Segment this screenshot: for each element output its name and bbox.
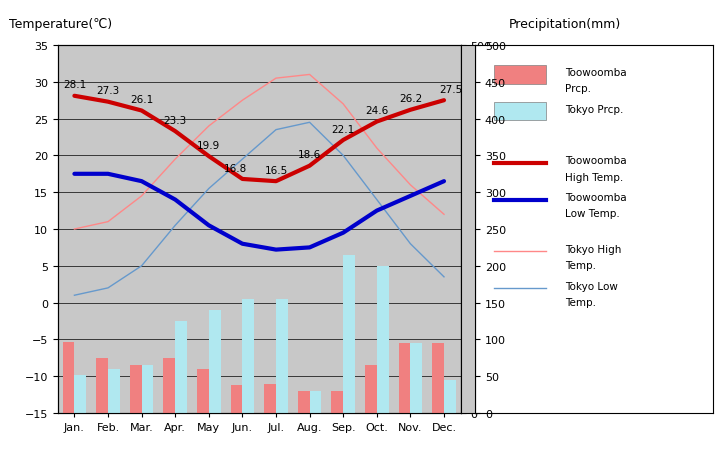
Text: Temp.: Temp.	[565, 297, 596, 307]
Text: Toowoomba: Toowoomba	[565, 68, 627, 78]
Text: 26.1: 26.1	[130, 95, 153, 105]
Text: Toowoomba: Toowoomba	[565, 193, 627, 203]
Text: Temp.: Temp.	[565, 260, 596, 270]
Text: Temperature(℃): Temperature(℃)	[9, 18, 112, 31]
Bar	[108, 369, 120, 413]
Bar	[63, 342, 74, 413]
Text: 26.2: 26.2	[399, 94, 422, 104]
Bar	[310, 391, 321, 413]
Bar	[175, 321, 187, 413]
Bar	[264, 384, 276, 413]
Text: 16.8: 16.8	[224, 163, 247, 173]
Bar	[410, 343, 422, 413]
Bar	[230, 385, 243, 413]
Text: 18.6: 18.6	[298, 150, 321, 160]
Text: Prcp.: Prcp.	[565, 84, 592, 94]
Bar	[276, 299, 288, 413]
Bar	[130, 365, 142, 413]
Text: Toowoomba: Toowoomba	[565, 156, 627, 166]
Text: 19.9: 19.9	[197, 140, 220, 151]
Bar	[377, 266, 389, 413]
Text: Tokyo Prcp.: Tokyo Prcp.	[565, 105, 624, 115]
Bar	[444, 380, 456, 413]
Bar	[432, 343, 444, 413]
Bar	[163, 358, 175, 413]
Bar	[298, 391, 310, 413]
Text: Tokyo Low: Tokyo Low	[565, 281, 618, 291]
Bar	[399, 343, 410, 413]
Bar	[209, 310, 220, 413]
Text: High Temp.: High Temp.	[565, 172, 624, 182]
Bar	[331, 391, 343, 413]
Text: 27.5: 27.5	[439, 84, 462, 95]
Bar	[243, 299, 254, 413]
Bar	[197, 369, 209, 413]
Bar	[74, 375, 86, 413]
FancyBboxPatch shape	[494, 66, 546, 84]
Bar	[343, 255, 355, 413]
Bar	[96, 358, 108, 413]
FancyBboxPatch shape	[494, 103, 546, 121]
Text: 28.1: 28.1	[63, 80, 86, 90]
Text: 23.3: 23.3	[163, 116, 186, 125]
Text: Tokyo High: Tokyo High	[565, 244, 622, 254]
Bar	[142, 365, 153, 413]
Bar	[365, 365, 377, 413]
Text: Precipitation(mm): Precipitation(mm)	[509, 18, 621, 31]
Text: 22.1: 22.1	[332, 124, 355, 134]
Text: Low Temp.: Low Temp.	[565, 209, 620, 219]
Text: 16.5: 16.5	[264, 165, 287, 175]
Text: 27.3: 27.3	[96, 86, 120, 96]
Text: 24.6: 24.6	[365, 106, 388, 116]
